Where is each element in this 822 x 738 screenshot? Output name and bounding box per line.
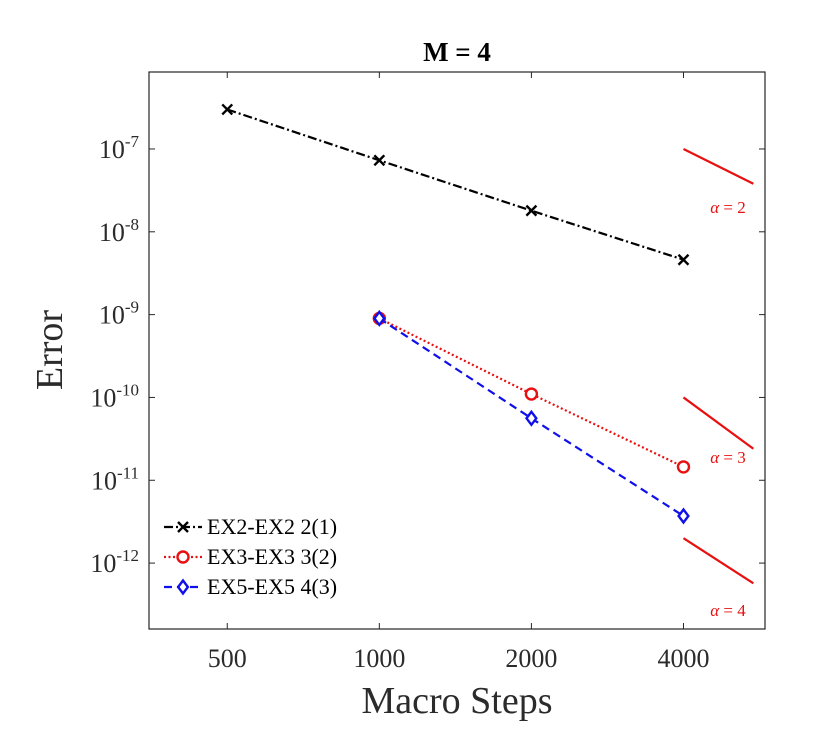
legend-marker [177,521,189,533]
y-tick-label: 10-9 [99,298,139,330]
reference-slope-label: α = 4 [710,601,746,620]
data-point [676,460,691,474]
y-tick-label: 10-11 [91,463,139,495]
data-point [524,387,539,401]
legend-marker [176,578,190,596]
marker-stroke [177,521,189,533]
chart-title: M = 4 [423,37,491,67]
x-tick-label: 4000 [657,644,709,673]
legend-entry: EX5-EX5 4(3) [164,574,337,599]
legend: EX2-EX2 2(1) EX3-EX3 3(2) EX5-EX5 4(3) [164,514,337,599]
legend-label: EX2-EX2 2(1) [207,514,337,539]
marker-stroke [373,154,386,167]
legend-entry: EX3-EX3 3(2) [164,544,337,569]
x-tick-label: 500 [208,644,247,673]
reference-slopes: α = 2 α = 3 α = 4 [682,147,754,620]
series-line [378,317,685,517]
y-tick-label: 10-12 [90,546,139,578]
series-3 [372,309,690,525]
series-line [226,108,684,261]
data-point [677,253,690,266]
data-point [525,409,538,427]
legend-entry: EX2-EX2 2(1) [164,514,337,539]
y-tick-label: 10-7 [99,132,140,164]
reference-slope-label: α = 2 [710,198,746,217]
reference-slope-label: α = 3 [710,448,746,467]
x-axis-label: Macro Steps [361,680,552,722]
marker-stroke [677,253,690,266]
y-axis-label: Error [29,310,71,391]
legend-marker [176,550,190,564]
x-tick-label: 2000 [505,644,557,673]
reference-slope-line [682,396,754,450]
reference-slope-line [682,537,754,585]
data-point [373,154,386,167]
data-series [221,103,691,525]
plot-area [148,71,766,630]
legend-label: EX5-EX5 4(3) [207,574,337,599]
series-1 [221,103,690,266]
reference-slope-line [682,147,754,185]
axis-ticks: 500 1000 2000 4000 10-12 10-11 10-10 10-9 10-8 10… [90,72,765,673]
marker-stroke [525,204,538,217]
data-point [221,103,234,116]
data-point [677,507,690,525]
x-tick-label: 1000 [353,644,405,673]
y-tick-label: 10-10 [90,380,139,412]
legend-label: EX3-EX3 3(2) [207,544,337,569]
data-point [372,309,386,327]
y-tick-label: 10-8 [99,215,139,247]
data-point [525,204,538,217]
marker-stroke [221,103,234,116]
